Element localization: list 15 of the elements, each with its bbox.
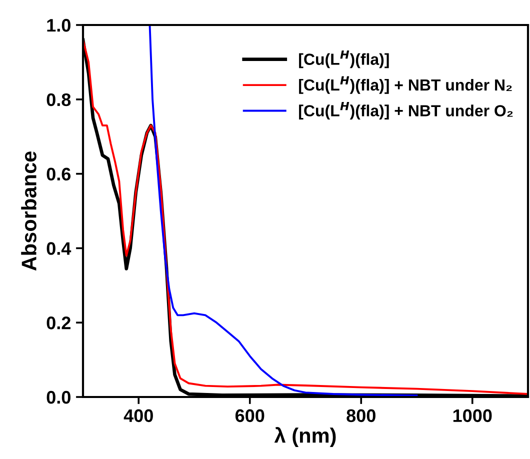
x-tick-label: 800: [346, 409, 376, 422]
x-tick-label: 1000: [453, 409, 492, 422]
y-tick-label: 1.0: [47, 18, 70, 32]
legend-label: [Cu(L$^{H}$)(fla)] + NBT under O₂: [299, 102, 513, 120]
y-tick-label: 0.4: [46, 242, 72, 255]
legend-label: [Cu(L$^{H}$)(fla)]: [299, 50, 389, 68]
x-tick-label: 600: [235, 409, 264, 422]
legend-label: [Cu(L$^{H}$)(fla)] + NBT under N₂: [299, 76, 512, 94]
y-tick-label: 0.0: [46, 390, 70, 404]
y-axis-title: Absorbance: [21, 152, 36, 271]
y-tick-label: 0.8: [46, 93, 71, 106]
y-tick-label: 0.6: [46, 168, 71, 181]
x-tick-label: 400: [124, 409, 153, 422]
y-tick-label: 0.2: [46, 316, 70, 330]
x-axis-title: λ (nm): [274, 427, 336, 447]
